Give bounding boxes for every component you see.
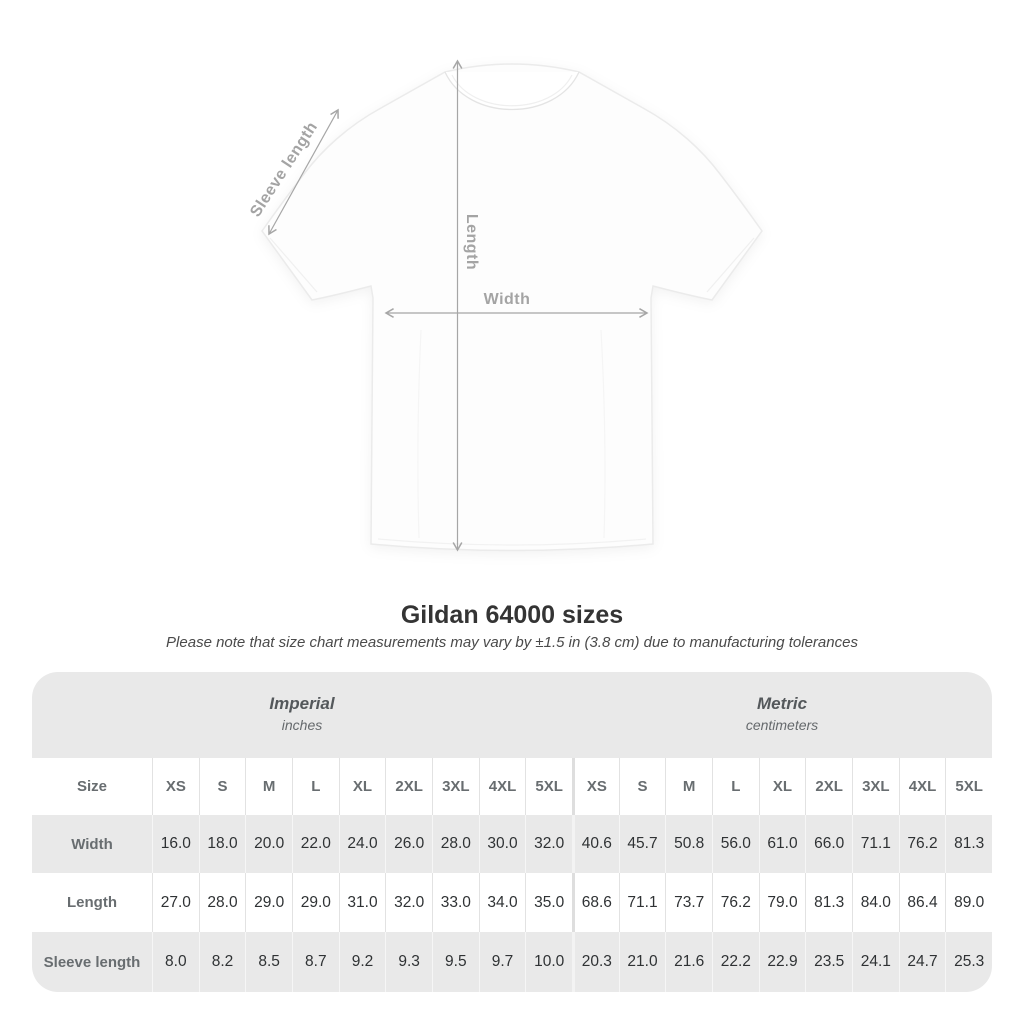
metric-value-cell: 25.3 <box>945 932 992 992</box>
metric-value-cell: 45.7 <box>618 815 666 873</box>
size-header-imperial: M <box>245 758 292 815</box>
metric-value-cell: 71.1 <box>618 873 666 932</box>
imperial-value-cell: 22.0 <box>292 815 339 873</box>
imperial-value-cell: 29.0 <box>245 873 292 932</box>
metric-value-cell: 23.5 <box>805 932 852 992</box>
imperial-value-cell: 20.0 <box>245 815 292 873</box>
metric-value-cell: 22.9 <box>758 932 806 992</box>
row-label: Sleeve length <box>32 932 152 992</box>
imperial-value-cell: 9.3 <box>385 932 432 992</box>
size-header-metric: 2XL <box>805 758 852 815</box>
metric-value-cell: 89.0 <box>945 873 992 932</box>
imperial-band: Imperial inches <box>32 672 572 758</box>
imperial-value-cell: 9.7 <box>478 932 526 992</box>
size-header-metric: XL <box>758 758 806 815</box>
size-header-metric: 5XL <box>945 758 992 815</box>
size-header-imperial: L <box>292 758 339 815</box>
size-header-metric: 3XL <box>852 758 899 815</box>
size-header-imperial: 3XL <box>432 758 479 815</box>
size-header-metric: L <box>712 758 759 815</box>
length-label: Length <box>463 214 480 270</box>
imperial-value-cell: 8.5 <box>245 932 292 992</box>
imperial-value-cell: 9.2 <box>338 932 386 992</box>
metric-value-cell: 21.0 <box>618 932 666 992</box>
width-label: Width <box>484 291 531 308</box>
metric-value-cell: 20.3 <box>572 932 619 992</box>
size-table: Imperial inches Metric centimeters Size X… <box>32 672 992 992</box>
imperial-value-cell: 32.0 <box>385 873 432 932</box>
imperial-value-cell: 35.0 <box>525 873 572 932</box>
metric-value-cell: 81.3 <box>805 873 852 932</box>
metric-value-cell: 22.2 <box>712 932 759 992</box>
sleeve-length-arrow <box>268 108 339 236</box>
imperial-value-cell: 8.0 <box>152 932 199 992</box>
metric-value-cell: 73.7 <box>665 873 712 932</box>
imperial-value-cell: 24.0 <box>338 815 386 873</box>
size-header-imperial: XL <box>338 758 386 815</box>
imperial-value-cell: 33.0 <box>432 873 479 932</box>
tshirt-graphic: Sleeve length Length Width <box>247 59 763 552</box>
size-header-metric: S <box>618 758 666 815</box>
imperial-value-cell: 16.0 <box>152 815 199 873</box>
metric-value-cell: 86.4 <box>898 873 946 932</box>
imperial-value-cell: 26.0 <box>385 815 432 873</box>
metric-value-cell: 21.6 <box>665 932 712 992</box>
metric-value-cell: 81.3 <box>945 815 992 873</box>
metric-value-cell: 71.1 <box>852 815 899 873</box>
imperial-value-cell: 31.0 <box>338 873 386 932</box>
imperial-value-cell: 9.5 <box>432 932 479 992</box>
imperial-value-cell: 32.0 <box>525 815 572 873</box>
metric-value-cell: 61.0 <box>758 815 806 873</box>
size-header-imperial: XS <box>152 758 199 815</box>
metric-value-cell: 66.0 <box>805 815 852 873</box>
metric-value-cell: 56.0 <box>712 815 759 873</box>
metric-value-cell: 76.2 <box>898 815 946 873</box>
size-header-imperial: 4XL <box>478 758 526 815</box>
metric-value-cell: 24.1 <box>852 932 899 992</box>
imperial-value-cell: 30.0 <box>478 815 526 873</box>
imperial-value-cell: 18.0 <box>198 815 246 873</box>
imperial-title: Imperial <box>269 693 335 713</box>
size-header-imperial: 5XL <box>525 758 572 815</box>
imperial-value-cell: 29.0 <box>292 873 339 932</box>
metric-unit: centimeters <box>745 716 819 733</box>
metric-value-cell: 79.0 <box>758 873 806 932</box>
size-header-imperial: S <box>198 758 246 815</box>
imperial-value-cell: 27.0 <box>152 873 199 932</box>
tshirt-silhouette <box>261 63 763 552</box>
metric-value-cell: 50.8 <box>665 815 712 873</box>
metric-value-cell: 40.6 <box>572 815 619 873</box>
size-header-metric: M <box>665 758 712 815</box>
size-column-header: Size <box>32 758 152 815</box>
size-header-imperial: 2XL <box>385 758 432 815</box>
size-header-metric: XS <box>572 758 619 815</box>
imperial-value-cell: 34.0 <box>478 873 526 932</box>
imperial-value-cell: 28.0 <box>432 815 479 873</box>
row-label: Width <box>32 815 152 873</box>
imperial-value-cell: 8.2 <box>198 932 246 992</box>
imperial-value-cell: 10.0 <box>525 932 572 992</box>
metric-band: Metric centimeters <box>572 672 992 758</box>
imperial-unit: inches <box>281 716 323 733</box>
imperial-value-cell: 8.7 <box>292 932 339 992</box>
metric-value-cell: 84.0 <box>852 873 899 932</box>
page-subtitle: Please note that size chart measurements… <box>166 634 858 651</box>
size-header-metric: 4XL <box>898 758 946 815</box>
row-label: Length <box>32 873 152 932</box>
metric-value-cell: 76.2 <box>712 873 759 932</box>
metric-value-cell: 68.6 <box>572 873 619 932</box>
metric-title: Metric <box>756 693 808 713</box>
metric-value-cell: 24.7 <box>898 932 946 992</box>
imperial-value-cell: 28.0 <box>198 873 246 932</box>
page-title: Gildan 64000 sizes <box>400 601 624 629</box>
